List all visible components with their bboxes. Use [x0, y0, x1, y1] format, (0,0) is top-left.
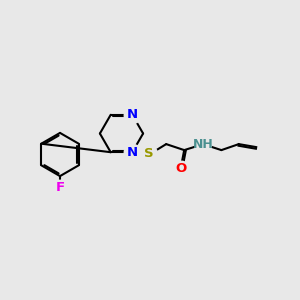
- Text: N: N: [127, 108, 138, 121]
- Text: F: F: [56, 181, 64, 194]
- Text: N: N: [127, 146, 138, 159]
- Text: O: O: [176, 162, 187, 175]
- Text: S: S: [144, 147, 154, 160]
- Text: NH: NH: [192, 138, 213, 151]
